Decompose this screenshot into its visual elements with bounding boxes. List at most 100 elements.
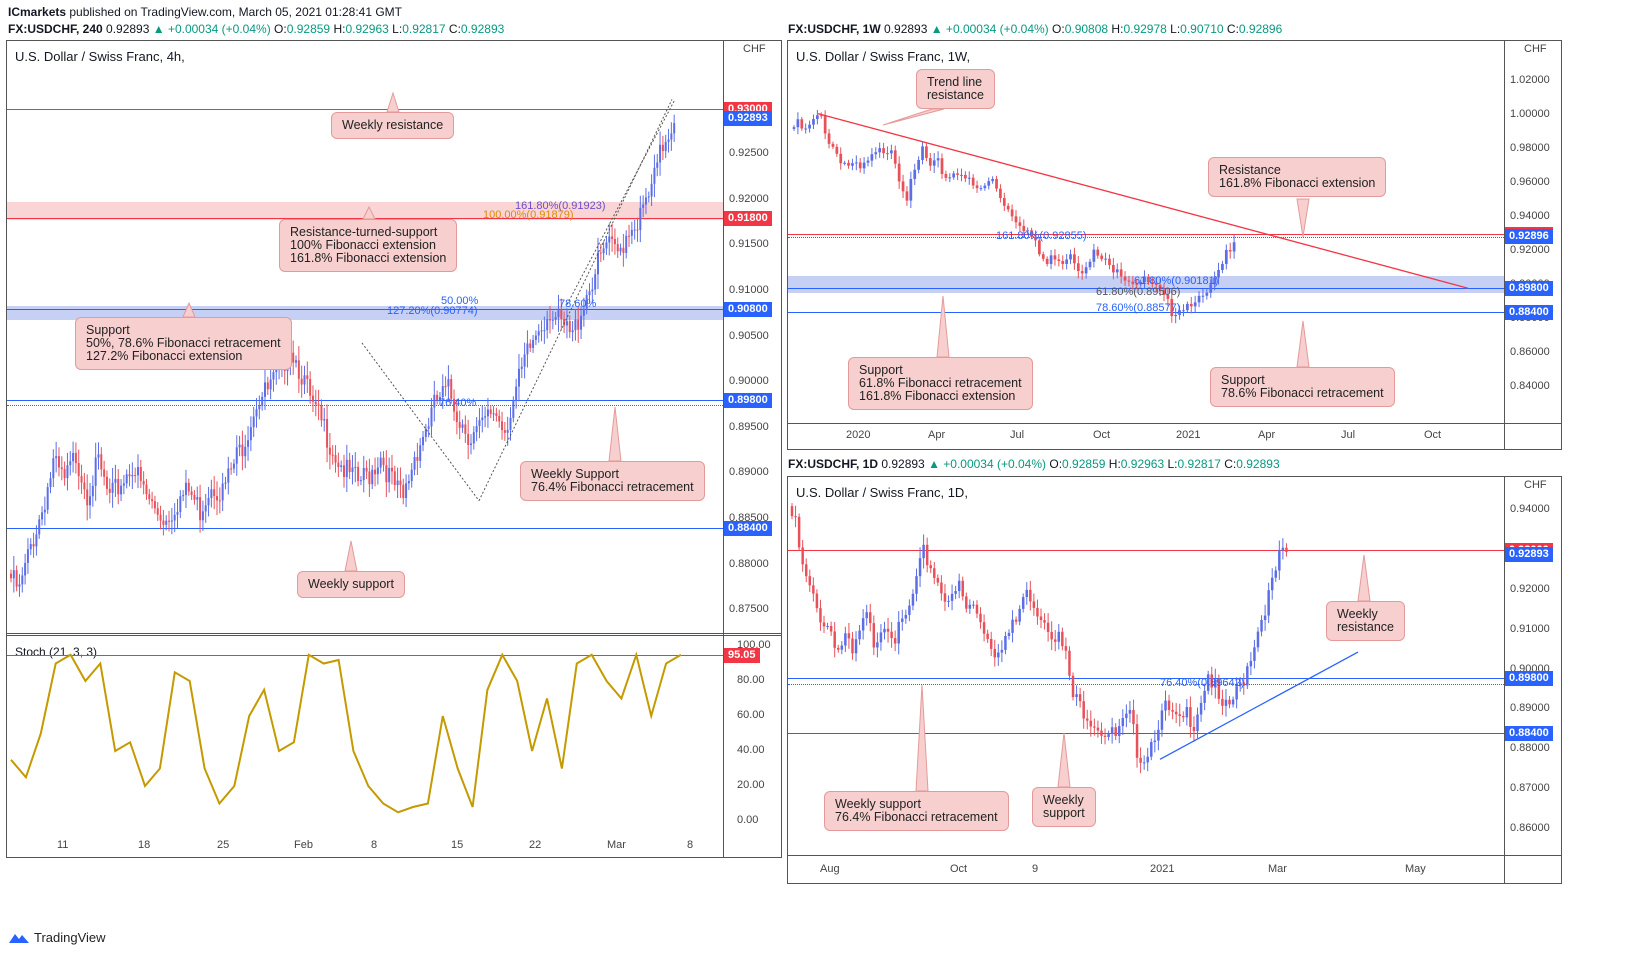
candle (1115, 263, 1119, 279)
candle (419, 438, 422, 468)
candle (148, 488, 151, 505)
candle (851, 631, 854, 660)
candle (472, 426, 475, 450)
candle (568, 315, 571, 338)
line-0884 (7, 528, 723, 530)
candle (371, 464, 374, 490)
candle (46, 482, 49, 514)
candle (613, 228, 616, 255)
candle (546, 310, 549, 339)
candle (204, 493, 207, 523)
candle (303, 365, 306, 395)
candle (1160, 703, 1164, 737)
header-part-0: FX:USDCHF, 240 (8, 22, 103, 36)
candle (156, 502, 159, 521)
candle (1249, 652, 1253, 676)
candle (1213, 271, 1216, 291)
candle (1002, 192, 1006, 212)
candle (1260, 615, 1263, 637)
candle (337, 452, 340, 477)
publisher-name[interactable]: ICmarkets (8, 5, 67, 19)
candle (933, 562, 936, 585)
candle (1153, 730, 1157, 753)
candle (506, 416, 509, 446)
candle (379, 451, 382, 474)
candle (1007, 629, 1011, 640)
candle (577, 306, 580, 343)
line-0930 (788, 233, 1504, 235)
candle (653, 154, 656, 198)
candle (512, 396, 515, 423)
header-part-10: 0.92893 (1236, 457, 1280, 471)
candle (847, 622, 851, 649)
candle (1135, 714, 1139, 768)
candle (72, 441, 75, 473)
candle (1057, 624, 1061, 650)
candle (861, 609, 865, 640)
candle (1076, 256, 1080, 279)
chart-panel-1w[interactable]: U.S. Dollar / Swiss Franc, 1W, CHF 1.02000… (787, 40, 1562, 450)
candle (362, 455, 365, 493)
candle (642, 195, 645, 218)
time-axis-line (788, 855, 1561, 856)
x-tick-label: Apr (928, 429, 946, 441)
price-axis-line (1504, 477, 1505, 883)
fib-label: 78.60% (559, 297, 597, 310)
candle (628, 224, 631, 247)
candle (297, 346, 300, 393)
candle (1235, 677, 1238, 709)
fib-label: 100.00%(0.91879) (483, 208, 574, 221)
candle (41, 506, 44, 526)
price-tag: 0.89800 (1505, 281, 1553, 297)
candle (357, 461, 360, 487)
candle (461, 419, 464, 433)
candle (15, 565, 18, 592)
chart-panel-1d[interactable]: U.S. Dollar / Swiss Franc, 1D, CHF 0.94000… (787, 476, 1562, 884)
candles-svg (10, 91, 676, 597)
candle (1131, 276, 1135, 290)
stoch-y-tick: 40.00 (737, 744, 765, 756)
note-pointer (1296, 320, 1310, 368)
stoch-line-95 (7, 654, 723, 656)
candle (543, 316, 546, 344)
candle (1178, 305, 1181, 320)
candle (940, 153, 944, 179)
candle (151, 491, 154, 509)
candle (1174, 307, 1178, 324)
candle (944, 170, 948, 182)
candle (819, 599, 822, 631)
candle (1186, 301, 1189, 313)
fib-7640-line (788, 683, 1504, 685)
candle (794, 505, 797, 528)
header-part-7: L: (1166, 22, 1181, 36)
candle (956, 168, 959, 180)
x-tick-label: 2021 (1150, 863, 1175, 875)
annotation-note: Weekly support 76.4% Fibonacci retraceme… (824, 791, 1009, 831)
candle (917, 156, 920, 174)
candle (829, 621, 833, 636)
header-part-7: L: (388, 22, 403, 36)
candle (142, 471, 145, 495)
candle (1201, 288, 1205, 303)
price-tag: 0.89800 (724, 393, 772, 409)
candle (464, 415, 467, 443)
candle (667, 128, 670, 153)
annotation-note: Weekly Support 76.4% Fibonacci retraceme… (520, 461, 705, 501)
stoch-svg (10, 651, 682, 814)
candle (38, 514, 41, 539)
candle (433, 380, 436, 422)
candle (554, 311, 557, 325)
candle (1071, 672, 1075, 701)
candle (241, 430, 244, 471)
chart-panel-4h[interactable]: U.S. Dollar / Swiss Franc, 4h,CHF0.93000… (6, 40, 782, 858)
candle (486, 397, 489, 428)
candle (844, 626, 847, 653)
candle (1206, 670, 1210, 695)
candle (982, 614, 986, 642)
candle (995, 175, 998, 192)
candle (413, 451, 416, 476)
candle (1075, 685, 1078, 706)
x-tick-label: May (1405, 863, 1426, 875)
candle (224, 476, 227, 490)
candle (170, 507, 173, 535)
